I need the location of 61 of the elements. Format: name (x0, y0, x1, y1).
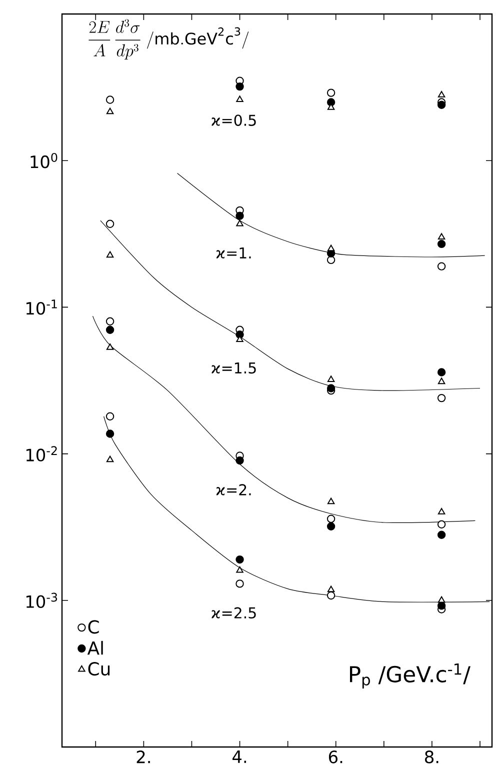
point (106, 430, 114, 438)
x-tick-label: 4. (232, 750, 246, 763)
point (437, 240, 446, 248)
point (437, 100, 446, 109)
point (326, 384, 336, 392)
line-series (100, 220, 480, 391)
point (438, 508, 446, 514)
point (437, 530, 446, 539)
point (236, 96, 244, 102)
point (236, 456, 244, 465)
point (437, 262, 446, 270)
y-tick-label: 10$^{-3}$ (26, 592, 58, 608)
point (236, 555, 244, 564)
point (106, 326, 114, 334)
point (437, 368, 446, 376)
x-tick-label: 6. (328, 750, 342, 764)
point (437, 394, 446, 402)
point (106, 220, 114, 228)
point (106, 412, 114, 420)
annotation: ϰ=1.5 (212, 362, 256, 374)
point (106, 108, 114, 114)
x-tick-label: 2. (136, 750, 150, 764)
x-axis-title: P$_{p}$ /GeV.c$^{-1}$/ (350, 663, 470, 688)
point (327, 244, 335, 252)
point (106, 344, 114, 350)
point (326, 256, 336, 264)
y-tick-label: 10$^{-2}$ (26, 446, 57, 462)
point (437, 520, 446, 528)
point (236, 566, 244, 573)
x-tick-label: 8. (425, 750, 438, 764)
point (437, 602, 446, 610)
point (106, 96, 114, 104)
point (326, 514, 336, 523)
point (236, 212, 244, 220)
point (438, 233, 446, 240)
annotation: ϰ=0.5 (212, 114, 256, 126)
point (438, 90, 446, 98)
point (438, 596, 446, 603)
point (327, 586, 335, 592)
y-tick-label: 10$^{0}$ (30, 152, 58, 168)
point (106, 251, 114, 258)
line-series (177, 172, 486, 258)
point (326, 591, 336, 600)
point (236, 220, 244, 226)
annotation: ϰ=2.5 (212, 607, 256, 619)
point (326, 522, 336, 530)
y-tick-label: 10$^{-1}$ (26, 300, 57, 315)
legend-label: Al (87, 640, 103, 655)
y-axis-title: $\frac{2E}{A}\,\frac{d^{3}\sigma}{dp^{3}}\;/\mathrm{mb.GeV^{2}c^{3}}/$ (88, 19, 249, 60)
point (236, 82, 244, 91)
point (106, 456, 114, 462)
point (327, 498, 335, 504)
legend-label: Cu (88, 662, 110, 676)
legend-label: C (88, 620, 99, 634)
point (326, 88, 336, 97)
annotation: ϰ=2. (216, 484, 251, 496)
point (236, 580, 244, 588)
point (438, 378, 446, 384)
point (106, 317, 114, 326)
point (327, 376, 335, 382)
annotation: ϰ=1. (216, 247, 251, 258)
